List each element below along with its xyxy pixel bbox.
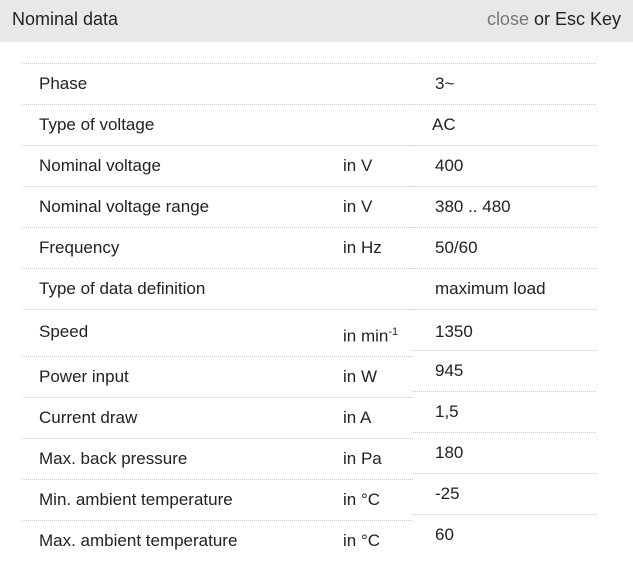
row-label: Speed: [39, 322, 89, 341]
value-cell: 945: [413, 350, 596, 391]
unit-superscript: -1: [388, 326, 399, 338]
unit-text: in V: [343, 197, 373, 216]
table-row: Frequency in Hz: [22, 227, 413, 268]
table-row: Max. back pressure in Pa: [22, 438, 413, 479]
row-value: 50/60: [435, 238, 478, 257]
value-cell: AC: [413, 104, 596, 145]
value-cell: maximum load: [413, 268, 596, 309]
row-unit: in A: [343, 408, 371, 428]
close-link[interactable]: close: [486, 9, 529, 29]
dialog-title: Nominal data: [12, 9, 119, 29]
value-cell: 1350: [413, 309, 596, 350]
value-cell: 50/60: [413, 227, 596, 268]
row-value: 180: [435, 443, 464, 462]
table-row: Type of data definition: [22, 268, 413, 309]
row-value: 945: [435, 361, 464, 380]
row-value: 3~: [435, 74, 455, 93]
row-value: AC: [432, 115, 456, 134]
unit-text: in W: [343, 367, 377, 386]
row-unit: in min-1: [343, 326, 398, 347]
table-row: Max. ambient temperature in °C: [22, 520, 413, 561]
close-hint-suffix: or Esc Key: [528, 9, 621, 29]
table-row: Nominal voltage in V: [22, 145, 413, 186]
table-row: Speed in min-1: [22, 309, 413, 356]
unit-text: in °C: [343, 490, 381, 509]
row-label: Nominal voltage: [39, 156, 161, 175]
row-label: Type of voltage: [39, 115, 155, 134]
value-cell: -25: [413, 473, 596, 514]
table-row: Current draw in A: [22, 397, 413, 438]
row-unit: in Pa: [343, 449, 382, 469]
table-row: Min. ambient temperature in °C: [22, 479, 413, 520]
row-value: 1350: [435, 322, 473, 341]
table-row: Nominal voltage range in V: [22, 186, 413, 227]
table-row: Type of voltage: [22, 104, 413, 145]
unit-text: in V: [343, 156, 373, 175]
value-cell: 380 .. 480: [413, 186, 596, 227]
table-row: Phase: [22, 63, 413, 104]
row-value: 380 .. 480: [435, 197, 511, 216]
row-unit: in Hz: [343, 238, 382, 258]
dialog-header: Nominal data close or Esc Key: [0, 0, 633, 42]
row-value: 60: [435, 525, 454, 544]
value-cell: 3~: [413, 63, 596, 104]
row-label: Phase: [39, 74, 88, 93]
row-value: maximum load: [435, 279, 546, 298]
value-cell: 180: [413, 432, 596, 473]
row-value: -25: [435, 484, 460, 503]
row-label: Type of data definition: [39, 279, 206, 298]
value-cell: 60: [413, 514, 596, 555]
close-hint: close or Esc Key: [487, 9, 621, 30]
unit-text: in min: [343, 326, 389, 346]
value-cell: 1,5: [413, 391, 596, 432]
row-label: Max. ambient temperature: [39, 531, 238, 550]
row-label: Current draw: [39, 408, 138, 427]
value-column: 3~ AC 400 380 .. 480 50/60 maximum load 1350 94…: [413, 63, 596, 555]
row-label: Nominal voltage range: [39, 197, 210, 216]
row-label: Power input: [39, 367, 129, 386]
unit-text: in Pa: [343, 449, 382, 468]
row-unit: in °C: [343, 531, 380, 551]
row-value: 1,5: [435, 402, 459, 421]
row-unit: in W: [343, 367, 377, 387]
value-cell: 400: [413, 145, 596, 186]
unit-text: in A: [343, 408, 372, 427]
row-unit: in °C: [343, 490, 380, 510]
row-unit: in V: [343, 156, 372, 176]
row-label: Frequency: [39, 238, 120, 257]
row-unit: in V: [343, 197, 372, 217]
row-value: 400: [435, 156, 464, 175]
row-label: Min. ambient temperature: [39, 490, 233, 509]
unit-text: in °C: [343, 531, 381, 550]
row-label: Max. back pressure: [39, 449, 188, 468]
unit-text: in Hz: [343, 238, 382, 257]
table-row: Power input in W: [22, 356, 413, 397]
